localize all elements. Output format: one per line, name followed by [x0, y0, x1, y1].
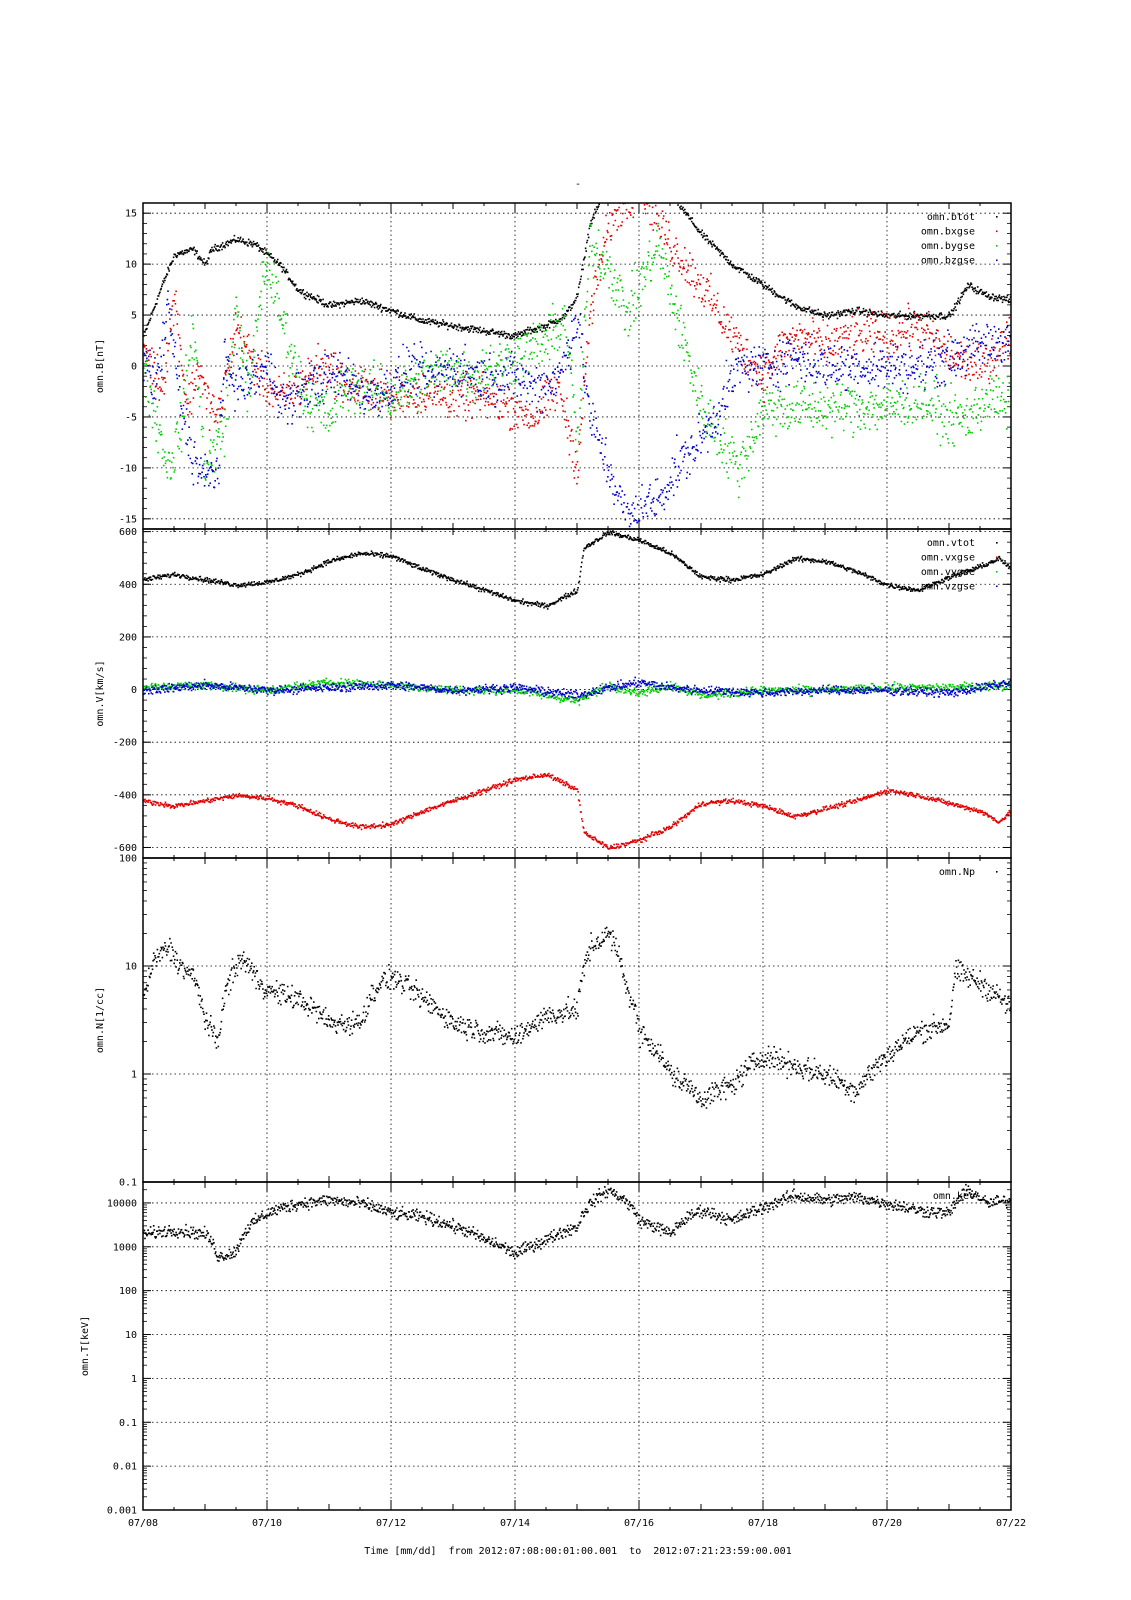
legend-marker — [996, 871, 998, 873]
x-tick-label: 07/16 — [624, 1518, 654, 1529]
legend-entry: omn.btot — [927, 212, 975, 223]
legend-entry: omn.vzgse — [921, 582, 975, 593]
legend-entry: omn.bygse — [921, 241, 975, 252]
legend-marker — [996, 556, 998, 559]
y-tick-label: 0 — [131, 685, 137, 696]
x-tick-labels: 07/08 07/10 07/12 07/14 07/16 07/18 07/20 07/22 — [128, 1518, 1026, 1529]
series-omn-btot — [143, 203, 1011, 340]
x-tick-label: 07/18 — [748, 1518, 778, 1529]
legend-entry: omn.bzgse — [921, 256, 975, 267]
y-tick-label: -10 — [119, 463, 137, 474]
legend-entry: omn.vxgse — [921, 553, 975, 564]
legend-marker — [996, 571, 998, 573]
panel-4: 0.001 0.01 0.1 1 10 100 1000 10000 omn.kev omn.T[… — [80, 1181, 1012, 1517]
x-tick-label: 07/20 — [872, 1518, 902, 1529]
x-tick-label: 07/14 — [500, 1518, 530, 1529]
y-tick-label: 15 — [125, 209, 137, 220]
y-axis-label: omn.N[1/cc] — [95, 987, 106, 1053]
series-omn-kev — [143, 1183, 1011, 1262]
y-tick-label: 0.1 — [119, 1418, 137, 1429]
y-tick-label: 5 — [131, 311, 137, 322]
panel-data — [143, 530, 1011, 850]
y-axis-label: omn.T[keV] — [80, 1316, 91, 1376]
series-points — [143, 203, 1011, 485]
legend-entry: omn.vtot — [927, 538, 975, 549]
legend-entry: omn.vygse — [921, 567, 975, 578]
y-tick-label: 1 — [131, 1070, 137, 1081]
x-tick-label: 07/12 — [376, 1518, 406, 1529]
x-axis-label: Time [mm/dd] from 2012:07:08:00:01:00.00… — [364, 1546, 791, 1557]
series-omn-vzgse — [143, 676, 1011, 701]
y-tick-label: -600 — [113, 843, 137, 854]
y-tick-label: 10 — [125, 260, 137, 271]
y-tick-label: 100 — [119, 854, 137, 865]
series-points — [143, 530, 1011, 610]
series-omn-Np — [143, 926, 1011, 1109]
legend-marker — [996, 542, 998, 544]
legend-marker — [996, 230, 998, 233]
y-tick-label: 200 — [119, 632, 137, 643]
y-tick-label: 100 — [119, 1286, 137, 1297]
y-tick-label: -5 — [125, 412, 137, 423]
series-points — [143, 290, 1011, 529]
legend-marker — [996, 259, 998, 262]
series-omn-bxgse — [143, 203, 1011, 485]
y-tick-label: 1000 — [113, 1242, 137, 1253]
x-tick-label: 07/10 — [252, 1518, 282, 1529]
y-axis-label: omn.V[km/s] — [95, 660, 106, 726]
y-tick-label: -400 — [113, 790, 137, 801]
legend-marker — [996, 585, 998, 588]
y-tick-label: 10 — [125, 962, 137, 973]
chart-title: - — [575, 179, 581, 190]
series-points — [143, 203, 1011, 340]
y-tick-label: 10 — [125, 1330, 137, 1341]
y-tick-label: 1 — [131, 1374, 137, 1385]
series-points — [143, 772, 1011, 850]
panel-data — [143, 926, 1011, 1109]
x-tick-label: 07/08 — [128, 1518, 158, 1529]
panel-data — [143, 203, 1011, 529]
legend-marker — [996, 1195, 998, 1197]
panel-2: -600 -400 -200 0 200 400 600 omn.vtot omn.vxgse o… — [95, 527, 1012, 859]
y-tick-label: 10000 — [107, 1198, 137, 1209]
legend-marker — [996, 216, 998, 218]
y-tick-label: 0.01 — [113, 1462, 137, 1473]
y-tick-label: -15 — [119, 514, 137, 525]
y-tick-label: -200 — [113, 738, 137, 749]
legend-entry: omn.kev — [933, 1191, 975, 1202]
series-omn-vtot — [143, 530, 1011, 610]
x-tick-label: 07/22 — [996, 1518, 1026, 1529]
series-points — [143, 1183, 1011, 1262]
legend-entry: omn.Np — [939, 867, 975, 878]
panel-1: -15 -10 -5 0 5 10 15 omn.btot omn.bxgse omn.bygse… — [95, 202, 1012, 530]
series-points — [143, 926, 1011, 1109]
legend-entry: omn.bxgse — [921, 227, 975, 238]
series-points — [143, 676, 1011, 701]
y-tick-label: 0.001 — [107, 1506, 137, 1517]
panel-frame — [142, 1181, 1012, 1511]
y-tick-label: 0.1 — [119, 1178, 137, 1189]
legend-marker — [996, 245, 998, 247]
panel-3: 0.1 1 10 100 omn.Np omn.N[1/cc] — [95, 854, 1012, 1189]
y-axis-label: omn.B[nT] — [95, 339, 106, 393]
series-omn-bzgse — [143, 290, 1011, 529]
series-omn-vxgse — [143, 772, 1011, 850]
panel-data — [143, 1183, 1011, 1262]
panel-frame — [142, 857, 1012, 1183]
y-tick-label: 400 — [119, 580, 137, 591]
y-tick-label: 600 — [119, 527, 137, 538]
y-tick-label: 0 — [131, 362, 137, 373]
